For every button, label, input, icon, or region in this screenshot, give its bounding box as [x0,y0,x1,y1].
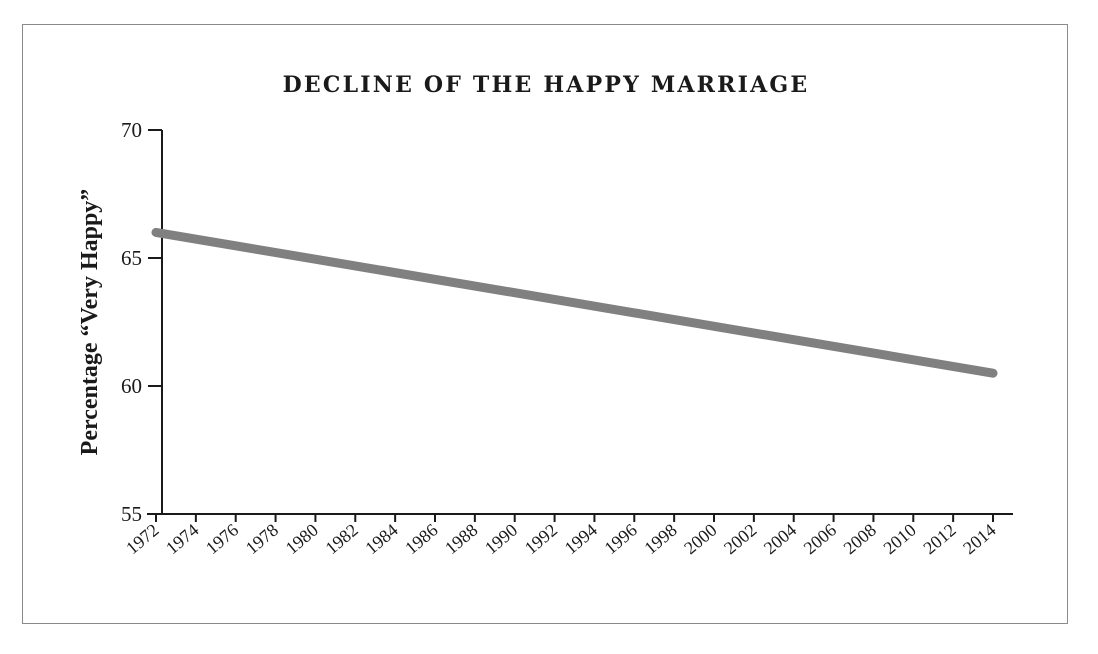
x-tick-label: 2002 [720,520,760,558]
chart-title: DECLINE OF THE HAPPY MARRIAGE [283,72,810,98]
x-tick-label: 1994 [561,520,601,558]
x-tick-label: 2008 [840,520,880,558]
x-tick-label: 2010 [879,520,919,558]
x-tick-label: 1978 [242,520,282,558]
x-tick-label: 1974 [162,520,202,558]
x-tick-label: 1976 [202,520,242,558]
y-ticks: 55 60 65 70 [121,118,162,526]
y-tick-label: 70 [121,118,142,142]
x-tick-label: 1984 [361,520,401,558]
x-tick-label: 1992 [521,520,561,558]
series-line [151,227,998,378]
x-tick-label: 2004 [760,520,800,558]
x-tick-label: 1998 [640,520,680,558]
x-tick-label: 1990 [481,520,521,558]
x-ticks: 1972 1974 1976 1978 1980 1982 1984 1986 1988 1990… [122,514,1000,558]
x-tick-label: 2006 [800,520,840,558]
x-tick-label: 1982 [321,520,361,558]
x-tick-label: 1980 [282,520,322,558]
y-tick-label: 55 [121,502,142,526]
y-tick-label: 60 [121,374,142,398]
y-axis-label: Percentage “Very Happy” [77,189,103,456]
chart-frame [22,24,1068,624]
x-tick-label: 2014 [959,520,999,558]
axes [147,130,1013,515]
x-tick-label: 1986 [401,520,441,558]
series-layer [151,227,998,378]
x-tick-label: 2012 [919,520,959,558]
x-tick-label: 2000 [680,520,720,558]
x-tick-label: 1988 [441,520,481,558]
x-tick-label: 1996 [600,520,640,558]
y-tick-label: 65 [121,246,142,270]
